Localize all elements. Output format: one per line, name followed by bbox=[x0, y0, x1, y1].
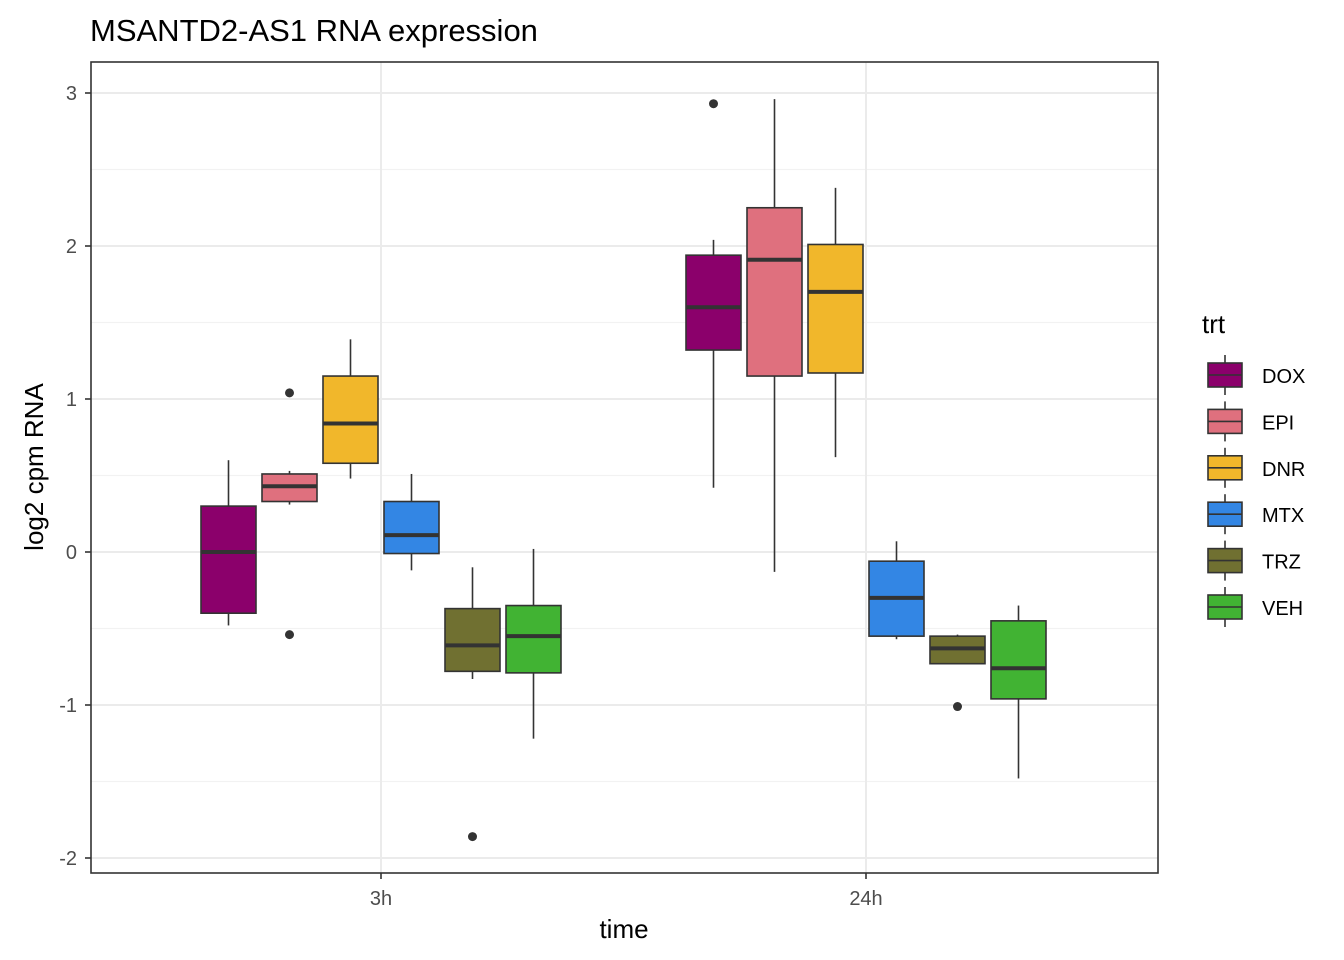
box-dox-24h bbox=[685, 99, 742, 488]
y-axis-title: log2 cpm RNA bbox=[19, 383, 49, 551]
x-axis-title: time bbox=[599, 914, 648, 944]
axes: -2 -1 0 1 2 3 3h 24h bbox=[59, 83, 882, 910]
plot-panel bbox=[91, 62, 1158, 873]
outlier-point bbox=[285, 630, 294, 640]
box-dox-3h bbox=[200, 460, 257, 626]
box-epi-24h bbox=[746, 99, 803, 572]
box-mtx-3h bbox=[383, 473, 440, 571]
box-body bbox=[322, 375, 379, 465]
y-tick-label: 2 bbox=[66, 236, 77, 258]
y-tick-label: 0 bbox=[66, 542, 77, 564]
box-body bbox=[990, 620, 1047, 700]
chart-title: MSANTD2-AS1 RNA expression bbox=[90, 13, 538, 48]
legend-item-dox: DOX bbox=[1207, 355, 1305, 395]
box-body bbox=[685, 254, 742, 351]
legend-item-epi: EPI bbox=[1207, 401, 1294, 442]
box-veh-24h bbox=[990, 605, 1047, 779]
legend-title: trt bbox=[1202, 309, 1226, 339]
legend-label: TRZ bbox=[1262, 552, 1301, 574]
outlier-point bbox=[709, 99, 718, 109]
box-body bbox=[746, 206, 803, 377]
legend-label: EPI bbox=[1262, 412, 1294, 434]
legend-item-veh: VEH bbox=[1207, 587, 1303, 627]
outlier-point bbox=[468, 832, 477, 842]
box-body bbox=[444, 607, 501, 673]
plot-panel-border bbox=[90, 61, 1159, 874]
box-epi-3h bbox=[261, 388, 318, 640]
legend-label: DNR bbox=[1262, 459, 1305, 481]
y-tick-label: -1 bbox=[59, 695, 77, 717]
box-mtx-24h bbox=[868, 541, 925, 640]
legend-item-mtx: MTX bbox=[1207, 494, 1304, 535]
x-tick-label: 24h bbox=[849, 888, 882, 910]
legend: trt DOX EPI DNR MTX TRZ VEH bbox=[1202, 309, 1305, 627]
box-body bbox=[505, 604, 562, 674]
y-tick-label: 3 bbox=[66, 83, 77, 105]
grid-lines bbox=[91, 62, 1158, 873]
legend-item-dnr: DNR bbox=[1207, 447, 1305, 488]
box-body bbox=[200, 505, 257, 615]
box-body bbox=[807, 243, 864, 374]
legend-label: VEH bbox=[1262, 598, 1303, 620]
box-dnr-24h bbox=[807, 187, 864, 458]
y-tick-label: -2 bbox=[59, 848, 77, 870]
legend-label: MTX bbox=[1262, 505, 1304, 527]
legend-item-trz: TRZ bbox=[1207, 540, 1301, 581]
outlier-point bbox=[953, 702, 962, 712]
box-layer bbox=[200, 99, 1047, 842]
box-body bbox=[383, 500, 440, 555]
y-tick-label: 1 bbox=[66, 389, 77, 411]
outlier-point bbox=[285, 388, 294, 398]
x-tick-label: 3h bbox=[370, 888, 392, 910]
box-trz-3h bbox=[444, 567, 501, 842]
box-veh-3h bbox=[505, 548, 562, 739]
box-dnr-3h bbox=[322, 339, 379, 479]
box-trz-24h bbox=[929, 634, 986, 712]
legend-label: DOX bbox=[1262, 366, 1305, 388]
